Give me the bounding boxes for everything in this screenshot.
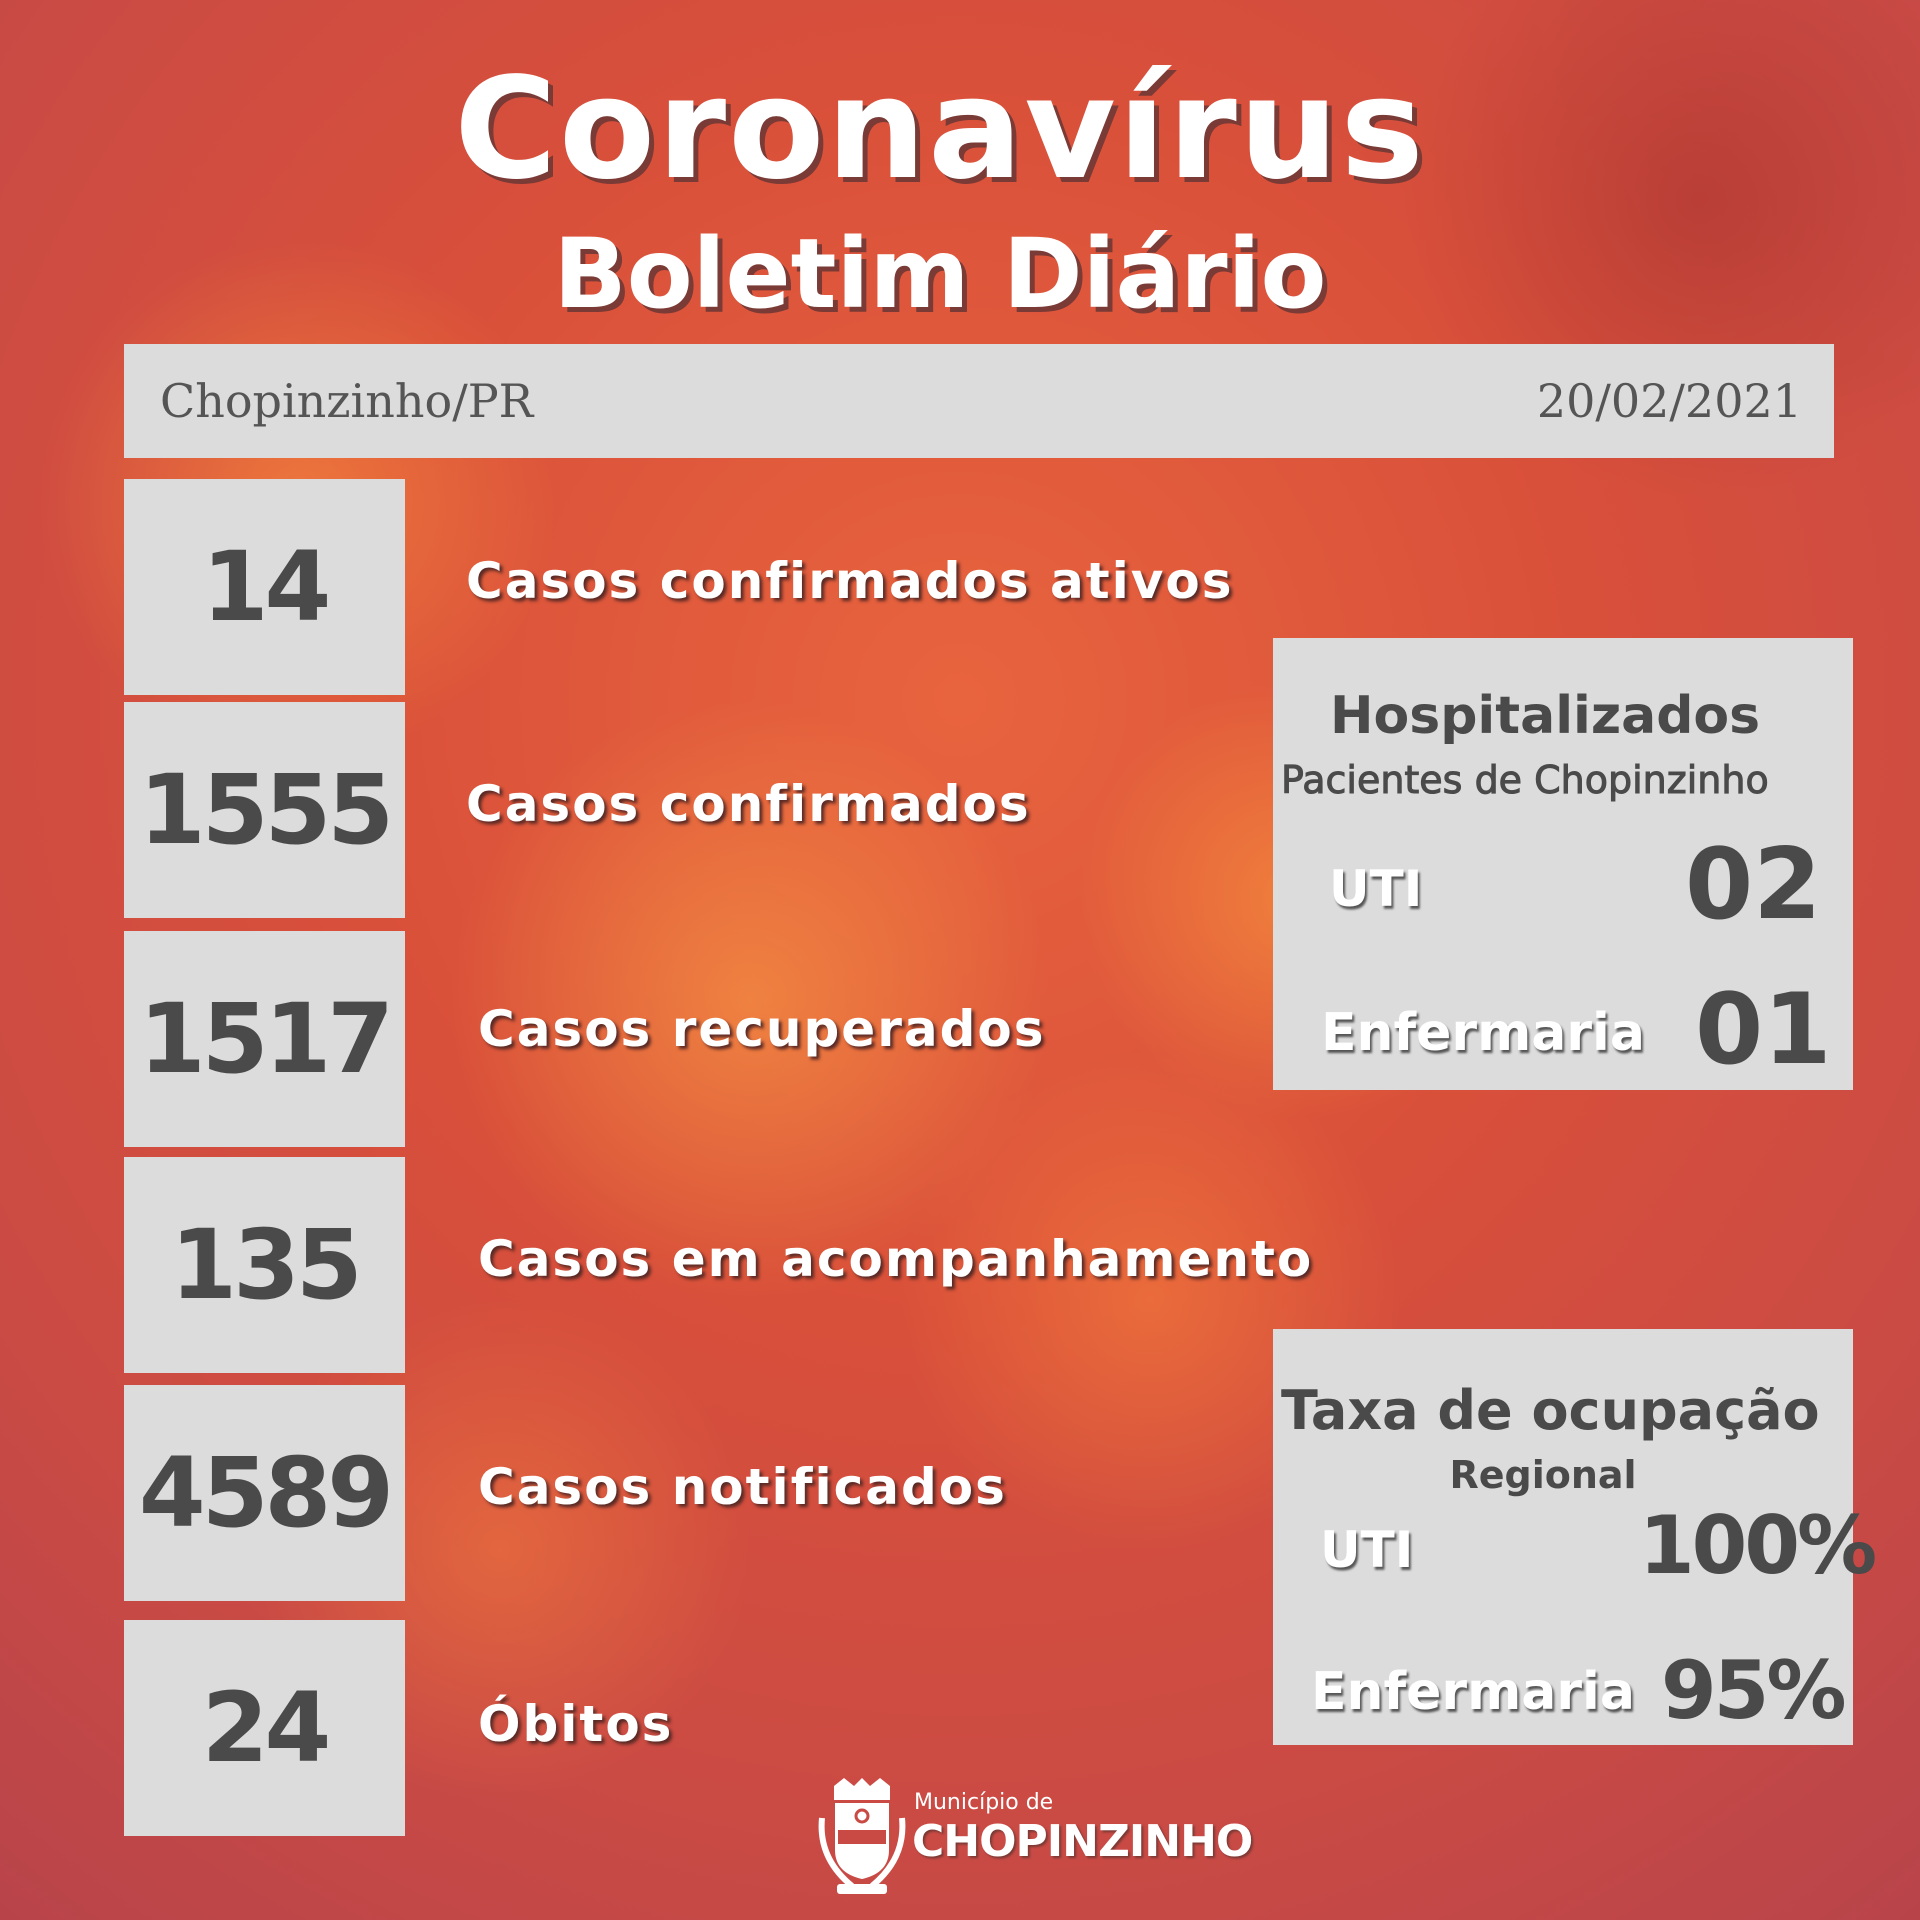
stat-label-recovered: Casos recuperados [478, 1000, 1046, 1058]
occupancy-title: Taxa de ocupação [1281, 1379, 1820, 1442]
occupancy-panel: Taxa de ocupação Regional UTI 100% Enfer… [1273, 1329, 1877, 1745]
hospitalized-title: Hospitalizados [1330, 686, 1761, 746]
occupancy-uti-label: UTI [1320, 1521, 1414, 1579]
stat-label-active: Casos confirmados ativos [466, 552, 1234, 610]
occupancy-subtitle: Regional [1449, 1453, 1637, 1497]
stat-value-notified: 4589 [124, 1385, 405, 1601]
date-text: 20/02/2021 [1536, 374, 1802, 428]
hospitalized-ward-value: 01 [1695, 973, 1832, 1087]
page-title: Coronavírus [454, 48, 1426, 211]
info-bar: Chopinzinho/PR 20/02/2021 [124, 344, 1834, 458]
hospitalized-uti-value: 02 [1685, 828, 1822, 942]
occupancy-uti-value: 100% [1639, 1499, 1877, 1592]
hospitalized-ward-label: Enfermaria [1321, 1003, 1645, 1063]
hospitalized-panel: Hospitalizados Pacientes de Chopinzinho … [1273, 638, 1853, 1090]
stat-label-notified: Casos notificados [478, 1458, 1007, 1516]
logo-small-text: Município de [914, 1790, 1054, 1815]
occupancy-ward-value: 95% [1661, 1644, 1846, 1737]
stat-label-deaths: Óbitos [478, 1695, 674, 1753]
stat-value-monitoring: 135 [124, 1157, 405, 1373]
stat-label-confirmed: Casos confirmados [466, 775, 1031, 833]
logo-name-text: CHOPINZINHO [912, 1816, 1253, 1867]
location-text: Chopinzinho/PR [160, 374, 534, 428]
stat-value-deaths: 24 [124, 1620, 405, 1836]
stat-value-active: 14 [124, 479, 405, 695]
municipality-logo: Município de CHOPINZINHO [812, 1778, 1253, 1902]
stat-value-recovered: 1517 [124, 931, 405, 1147]
hospitalized-uti-label: UTI [1329, 860, 1423, 918]
stat-label-monitoring: Casos em acompanhamento [478, 1230, 1314, 1288]
stat-value-confirmed: 1555 [124, 702, 405, 918]
occupancy-ward-label: Enfermaria [1311, 1662, 1635, 1722]
page-subtitle: Boletim Diário [553, 218, 1327, 330]
hospitalized-subtitle: Pacientes de Chopinzinho [1281, 758, 1770, 803]
coat-of-arms-icon [818, 1778, 906, 1894]
